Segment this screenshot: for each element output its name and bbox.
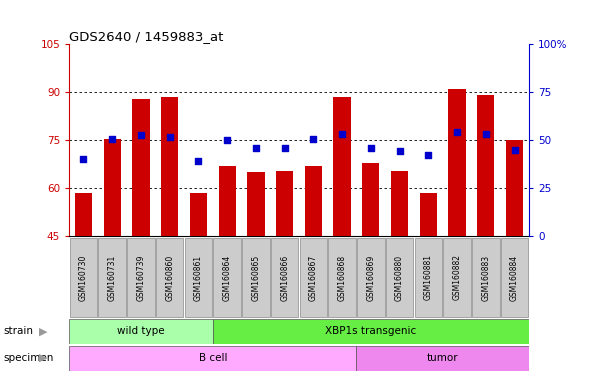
FancyBboxPatch shape	[127, 238, 154, 317]
Point	[280, 145, 290, 151]
Text: wild type: wild type	[117, 326, 165, 336]
Bar	[305, 166, 322, 236]
Text: GSM160882: GSM160882	[453, 255, 462, 300]
Text: GSM160865: GSM160865	[251, 254, 260, 301]
Text: GSM160730: GSM160730	[79, 254, 88, 301]
FancyBboxPatch shape	[213, 238, 241, 317]
Text: strain: strain	[3, 326, 33, 336]
Bar	[247, 172, 264, 236]
Point	[510, 147, 519, 153]
Bar	[477, 95, 495, 236]
Text: ▶: ▶	[39, 326, 47, 336]
Bar	[75, 193, 92, 236]
Text: GSM160881: GSM160881	[424, 255, 433, 300]
Point	[108, 136, 117, 142]
Text: GSM160869: GSM160869	[367, 254, 376, 301]
FancyBboxPatch shape	[69, 346, 356, 371]
Text: GSM160884: GSM160884	[510, 254, 519, 301]
Text: tumor: tumor	[427, 353, 459, 363]
FancyBboxPatch shape	[242, 238, 270, 317]
Point	[194, 158, 203, 164]
FancyBboxPatch shape	[444, 238, 471, 317]
Point	[165, 134, 174, 140]
Bar	[132, 99, 150, 236]
Text: B cell: B cell	[198, 353, 227, 363]
Text: GSM160866: GSM160866	[280, 254, 289, 301]
Point	[79, 156, 88, 162]
Text: GSM160731: GSM160731	[108, 254, 117, 301]
Text: specimen: specimen	[3, 353, 53, 363]
FancyBboxPatch shape	[213, 319, 529, 344]
FancyBboxPatch shape	[70, 238, 97, 317]
Text: GSM160880: GSM160880	[395, 254, 404, 301]
Text: GSM160861: GSM160861	[194, 254, 203, 301]
Bar	[276, 170, 293, 236]
Point	[308, 136, 318, 142]
Text: GSM160867: GSM160867	[309, 254, 318, 301]
Bar	[161, 97, 178, 236]
Text: GSM160883: GSM160883	[481, 254, 490, 301]
FancyBboxPatch shape	[356, 346, 529, 371]
Text: GSM160739: GSM160739	[136, 254, 145, 301]
Point	[136, 132, 146, 139]
FancyBboxPatch shape	[185, 238, 212, 317]
Bar	[219, 166, 236, 236]
Text: GSM160864: GSM160864	[222, 254, 231, 301]
Point	[481, 131, 490, 137]
FancyBboxPatch shape	[156, 238, 183, 317]
Bar	[334, 97, 351, 236]
FancyBboxPatch shape	[328, 238, 356, 317]
Bar	[506, 140, 523, 236]
FancyBboxPatch shape	[415, 238, 442, 317]
FancyBboxPatch shape	[271, 238, 299, 317]
Bar	[103, 139, 121, 236]
Text: ▶: ▶	[39, 353, 47, 363]
FancyBboxPatch shape	[99, 238, 126, 317]
FancyBboxPatch shape	[299, 238, 327, 317]
FancyBboxPatch shape	[357, 238, 385, 317]
Bar	[419, 193, 437, 236]
FancyBboxPatch shape	[472, 238, 499, 317]
Text: GSM160860: GSM160860	[165, 254, 174, 301]
Point	[395, 148, 404, 154]
Point	[452, 129, 462, 135]
Bar	[391, 170, 408, 236]
FancyBboxPatch shape	[501, 238, 528, 317]
Text: GDS2640 / 1459883_at: GDS2640 / 1459883_at	[69, 30, 224, 43]
FancyBboxPatch shape	[386, 238, 413, 317]
Bar	[448, 89, 466, 236]
Point	[424, 151, 433, 157]
FancyBboxPatch shape	[69, 319, 213, 344]
Text: GSM160868: GSM160868	[338, 254, 347, 301]
Point	[366, 145, 376, 151]
Point	[251, 145, 261, 151]
Bar	[362, 162, 379, 236]
Point	[337, 131, 347, 137]
Bar	[190, 193, 207, 236]
Point	[222, 137, 232, 143]
Text: XBP1s transgenic: XBP1s transgenic	[325, 326, 416, 336]
